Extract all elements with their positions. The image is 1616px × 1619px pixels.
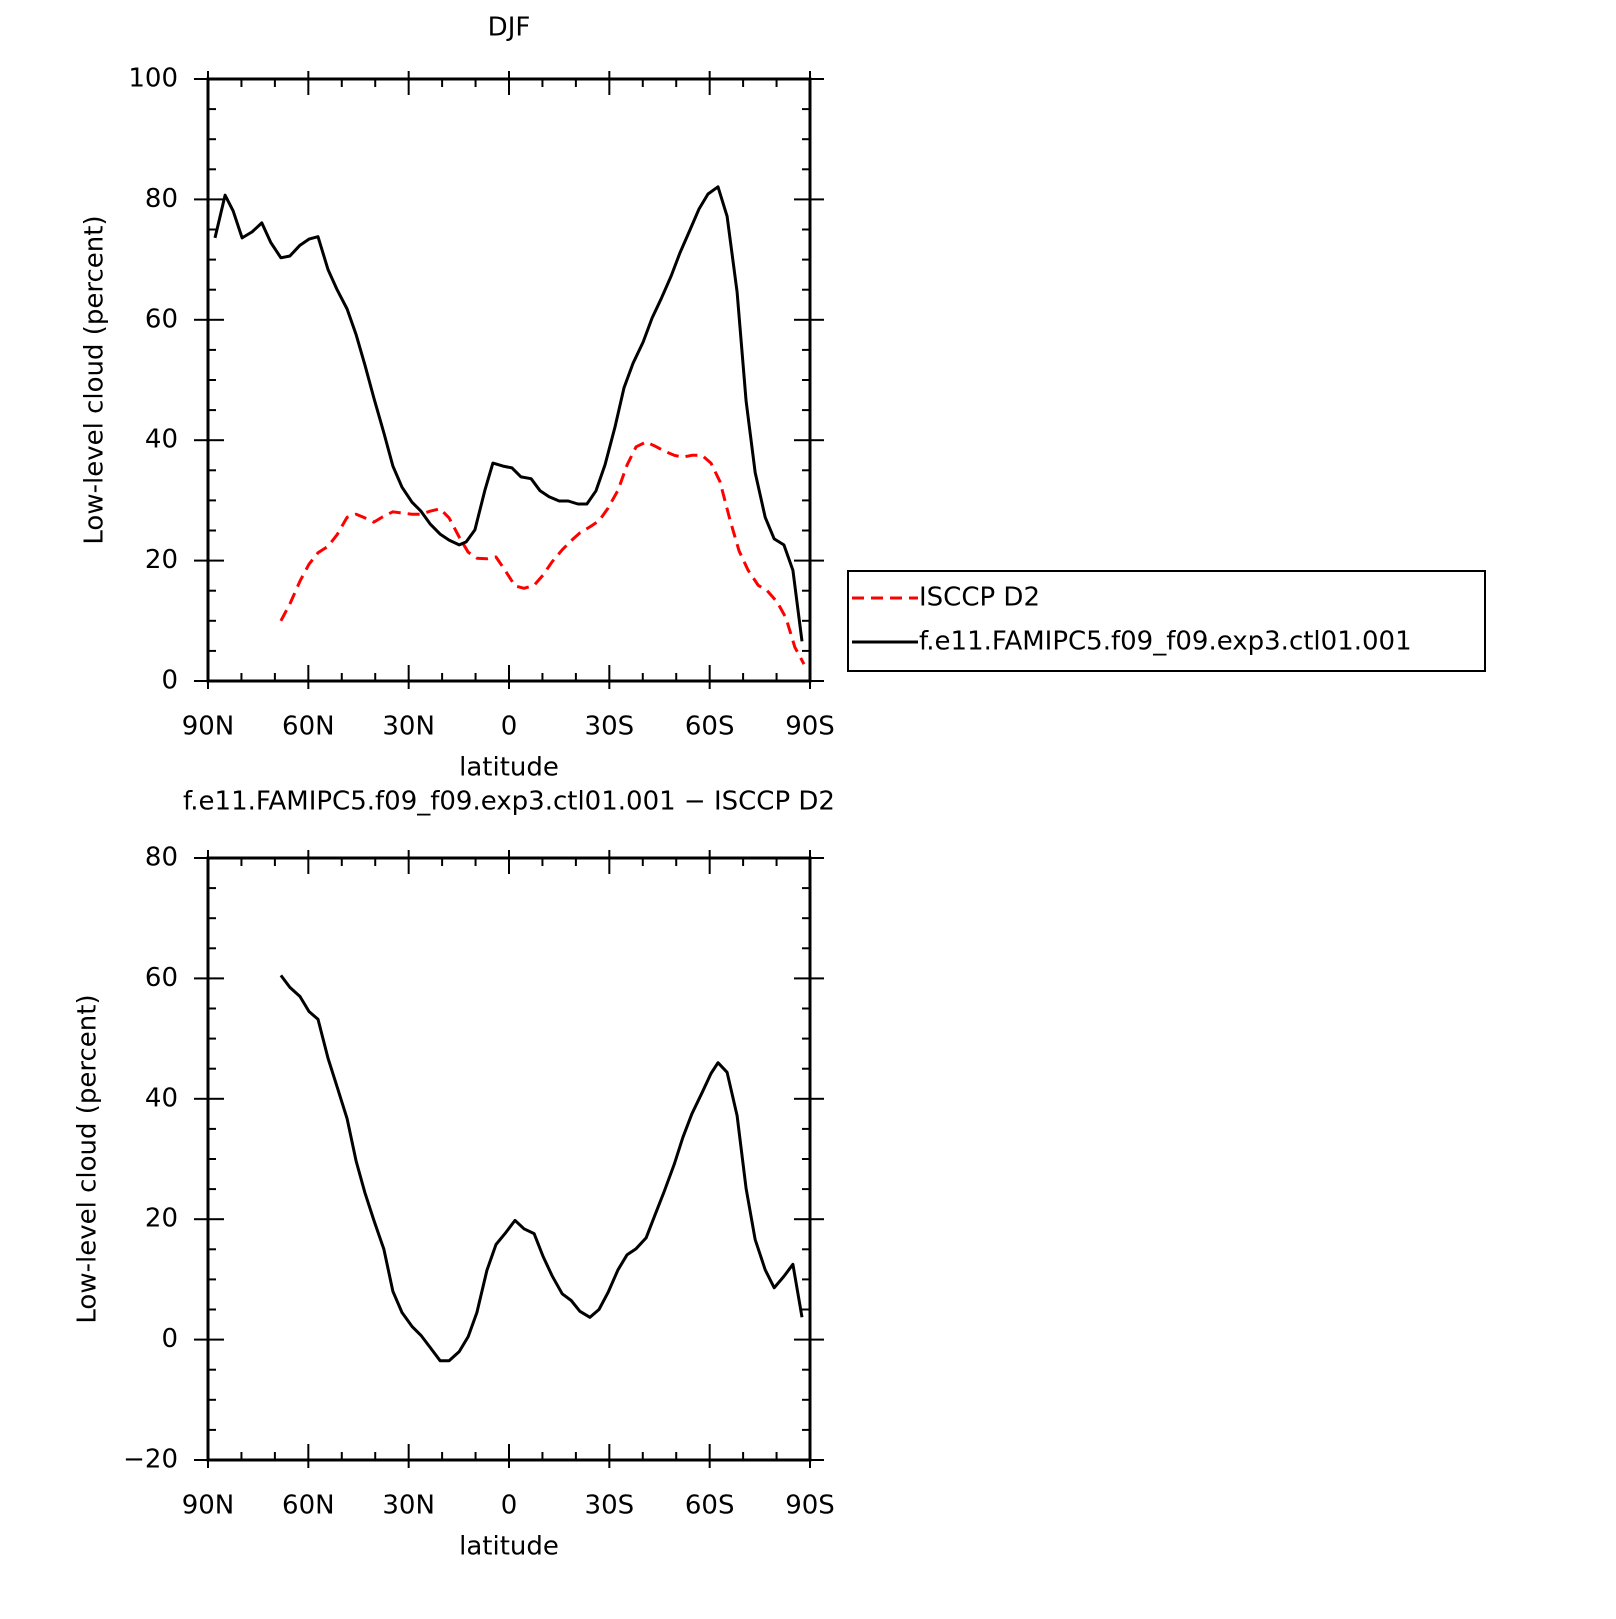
y-tick-label: 80 (145, 843, 178, 873)
x-tick-label: 30S (585, 712, 635, 742)
x-tick-label: 30N (382, 1491, 435, 1521)
data-line (279, 974, 804, 1363)
x-tick-label: 90N (182, 1491, 235, 1521)
data-line (213, 185, 804, 642)
y-axis-label: Low-level cloud (percent) (80, 215, 110, 544)
plot-frame (206, 856, 812, 1462)
x-axis-label: latitude (459, 1532, 559, 1562)
y-tick-label: 0 (161, 1324, 178, 1354)
legend-label: f.e11.FAMIPC5.f09_f09.exp3.ctl01.001 (919, 627, 1412, 657)
x-tick-label: 0 (501, 712, 518, 742)
x-tick-label: 30N (382, 712, 435, 742)
y-tick-label: 60 (145, 304, 178, 334)
x-tick-label: 60S (685, 712, 735, 742)
legend-box (847, 570, 1486, 672)
plot-frame (206, 77, 812, 683)
legend-label: ISCCP D2 (919, 583, 1040, 613)
x-tick-label: 90S (785, 1491, 835, 1521)
y-tick-label: 40 (145, 425, 178, 455)
y-tick-label: 40 (145, 1083, 178, 1113)
chart-title: f.e11.FAMIPC5.f09_f09.exp3.ctl01.001 − I… (183, 787, 835, 817)
y-tick-label: 0 (161, 666, 178, 696)
x-axis-label: latitude (459, 753, 559, 783)
y-tick-label: 20 (145, 1204, 178, 1234)
x-tick-label: 90N (182, 712, 235, 742)
x-tick-label: 0 (501, 1491, 518, 1521)
y-tick-label: 80 (145, 184, 178, 214)
chart-title: DJF (488, 13, 531, 43)
y-axis-label: Low-level cloud (percent) (73, 994, 103, 1323)
y-tick-label: 20 (145, 545, 178, 575)
y-tick-label: −20 (123, 1445, 178, 1475)
y-tick-label: 100 (128, 64, 178, 94)
x-tick-label: 30S (585, 1491, 635, 1521)
x-tick-label: 60N (282, 712, 335, 742)
x-tick-label: 60S (685, 1491, 735, 1521)
y-tick-label: 60 (145, 963, 178, 993)
x-tick-label: 90S (785, 712, 835, 742)
x-tick-label: 60N (282, 1491, 335, 1521)
data-line (279, 440, 806, 665)
